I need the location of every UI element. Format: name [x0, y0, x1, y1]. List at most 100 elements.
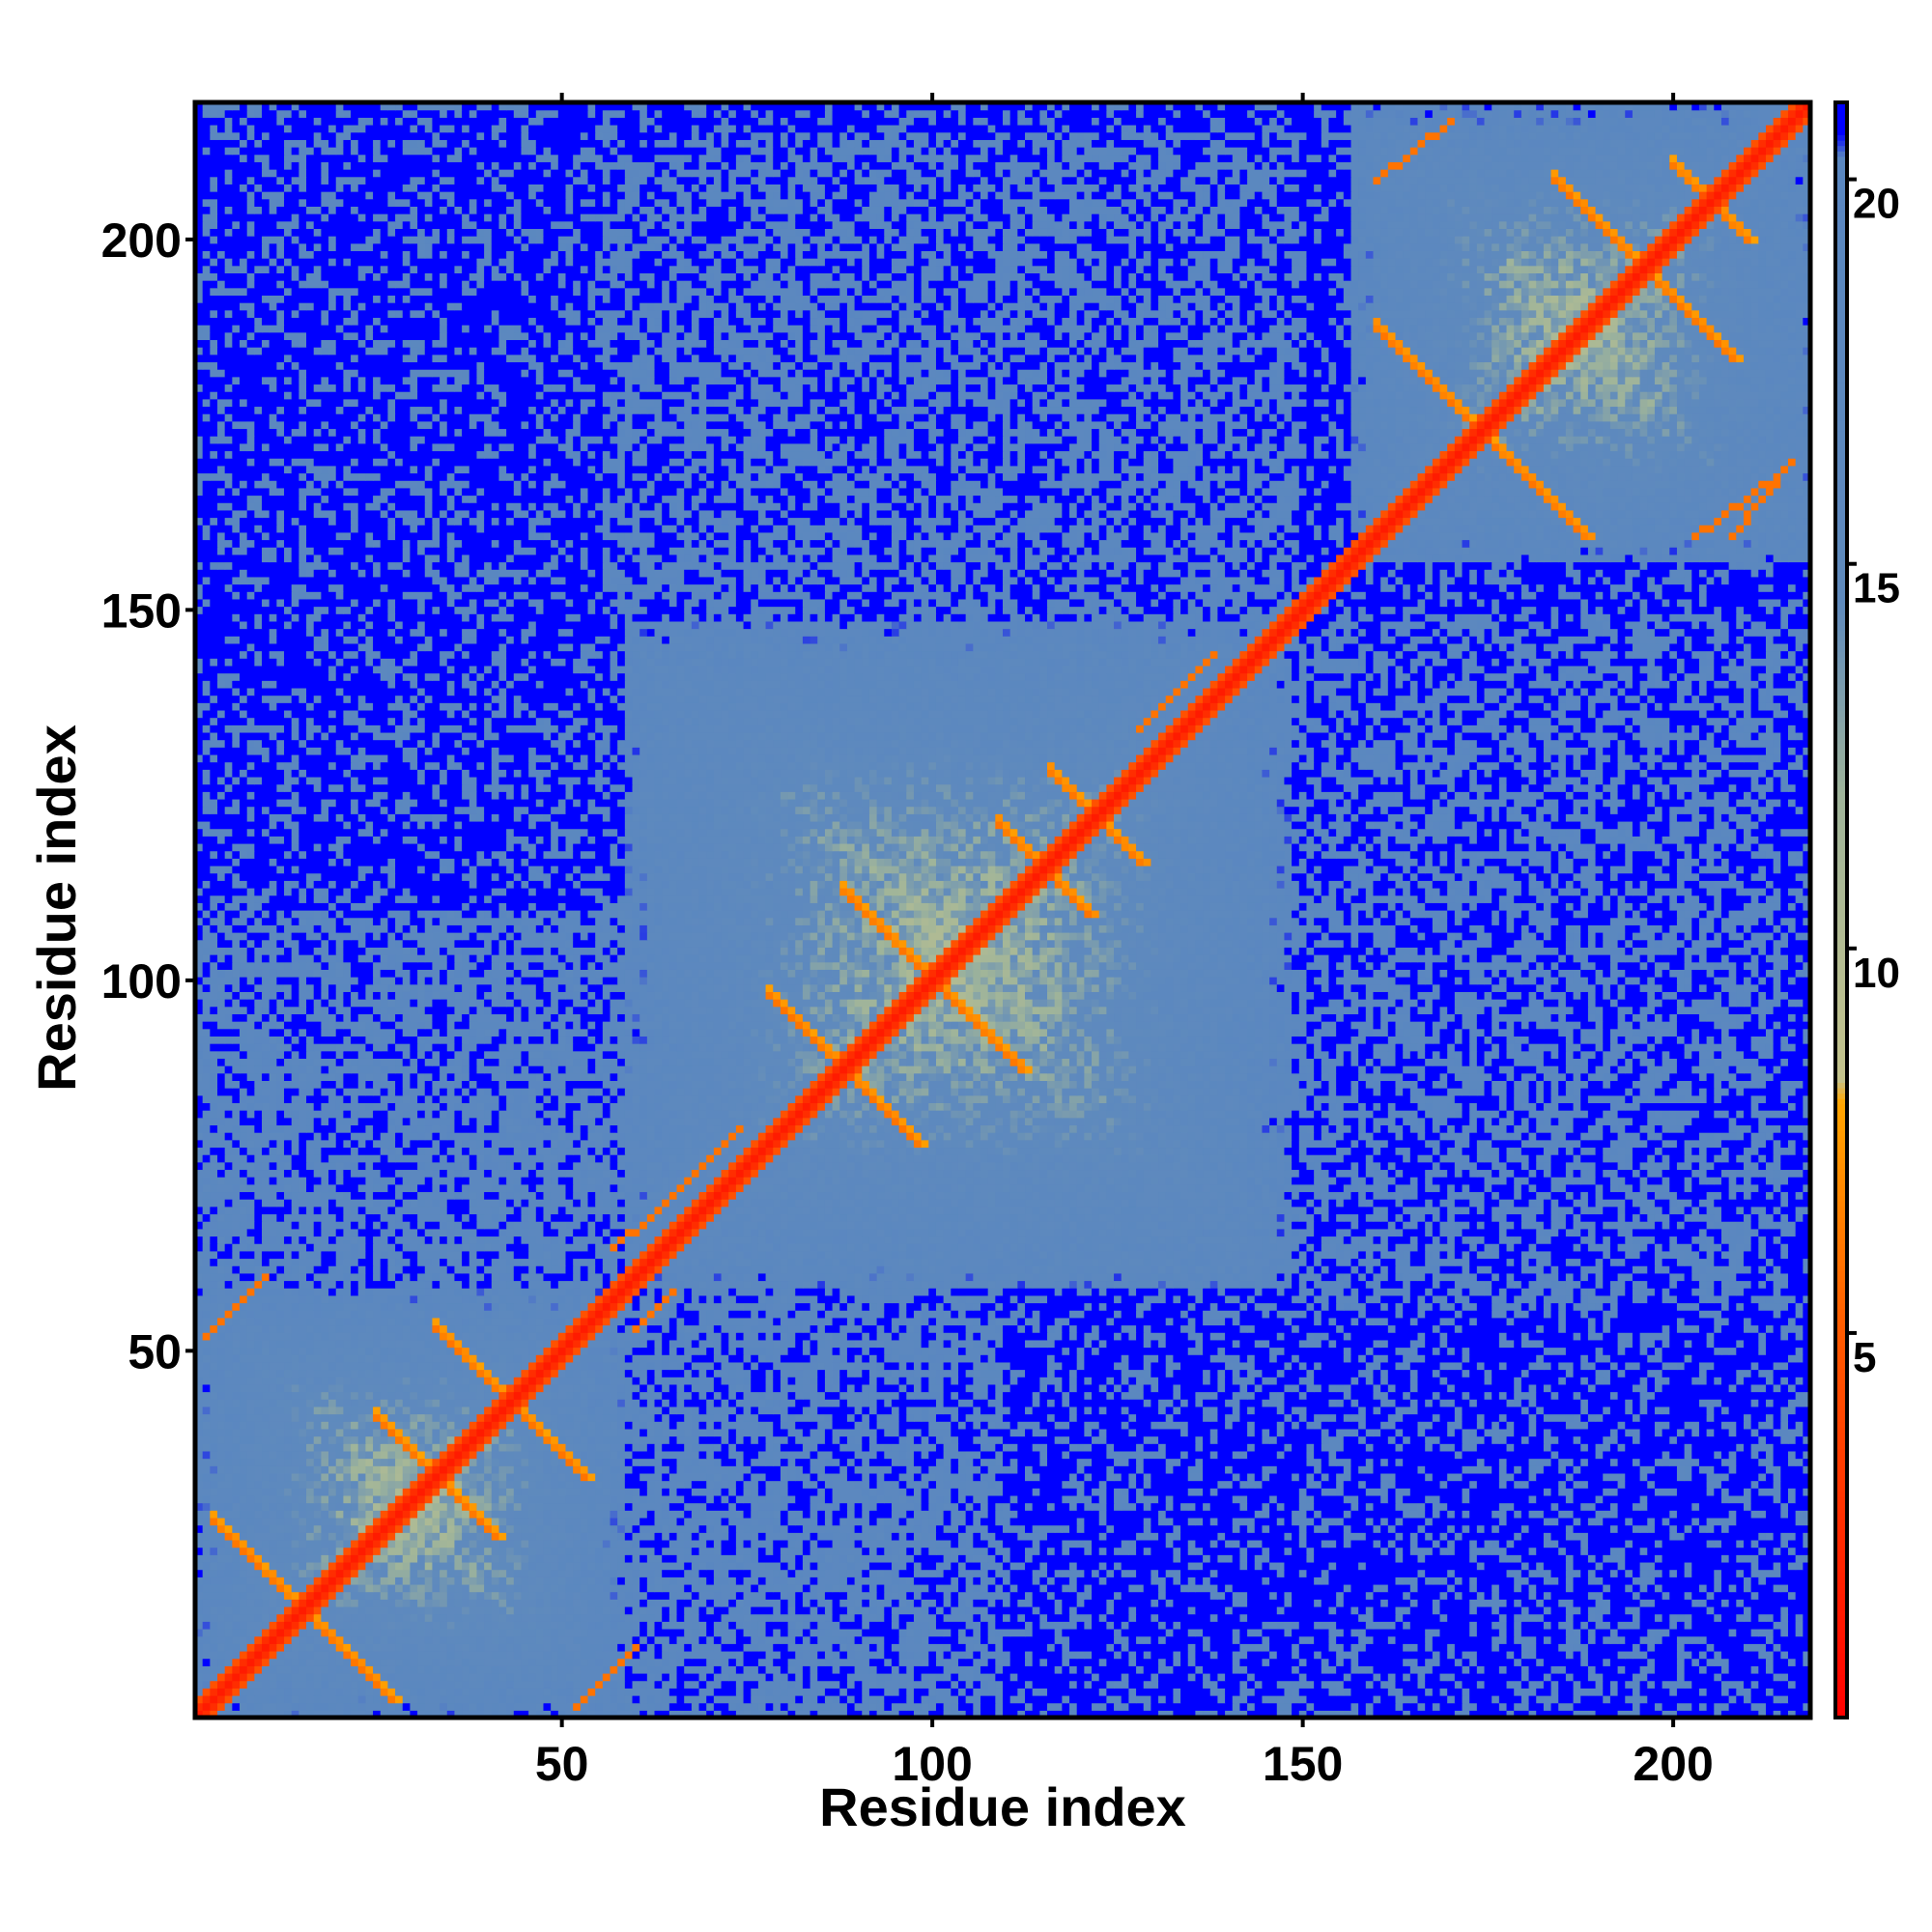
heatmap-cell — [335, 1465, 344, 1474]
heatmap-cell — [668, 1710, 678, 1718]
heatmap-cell — [528, 1583, 545, 1593]
heatmap-cell — [906, 1539, 915, 1548]
heatmap-cell — [846, 1561, 856, 1571]
heatmap-cell — [654, 1532, 663, 1541]
heatmap-cell — [521, 1665, 529, 1674]
heatmap-cell — [824, 1650, 834, 1660]
heatmap-cell — [1684, 1561, 1692, 1571]
heatmap-cell — [1765, 1577, 1810, 1585]
heatmap-cell — [632, 1561, 640, 1571]
heatmap-cell — [1758, 1488, 1775, 1496]
heatmap-cell — [1069, 1577, 1078, 1585]
heatmap-cell — [1728, 1702, 1752, 1711]
heatmap-cell — [476, 1539, 485, 1548]
heatmap-cell — [328, 1591, 337, 1600]
heatmap-cell — [380, 1532, 389, 1541]
heatmap-cell — [240, 1710, 248, 1718]
heatmap-cell — [1047, 1613, 1070, 1622]
heatmap-cell — [602, 1702, 618, 1711]
heatmap-cell — [839, 1465, 848, 1474]
heatmap-cell — [624, 1547, 634, 1555]
heatmap-cell — [417, 1643, 426, 1652]
heatmap-cell — [543, 1605, 552, 1615]
heatmap-cell — [1069, 1635, 1115, 1644]
heatmap-cell — [276, 1672, 293, 1682]
heatmap-cell — [1009, 1561, 1018, 1571]
heatmap-cell — [1106, 1643, 1115, 1652]
heatmap-cell — [365, 1702, 382, 1711]
heatmap-cell — [276, 1532, 285, 1541]
heatmap-cell — [787, 1702, 796, 1711]
heatmap-cell — [1106, 1599, 1115, 1607]
heatmap-cell — [1009, 1547, 1026, 1555]
heatmap-cell — [1773, 1494, 1781, 1504]
heatmap-cell — [1076, 1561, 1100, 1571]
heatmap-cell — [1062, 1658, 1070, 1666]
heatmap-cell — [543, 1554, 559, 1563]
heatmap-cell — [1780, 1583, 1789, 1593]
heatmap-cell — [1098, 1494, 1107, 1504]
heatmap-cell — [1580, 1539, 1589, 1548]
heatmap-cell — [343, 1650, 352, 1660]
heatmap-cell — [321, 1569, 329, 1577]
heatmap-cell — [528, 1665, 545, 1674]
heatmap-cell — [1432, 1502, 1448, 1511]
heatmap-cell — [1284, 1599, 1293, 1607]
heatmap-cell — [446, 1694, 456, 1704]
heatmap-cell — [491, 1577, 500, 1585]
heatmap-cell — [698, 1605, 707, 1615]
heatmap-cell — [1587, 1547, 1611, 1555]
heatmap-cell — [965, 1561, 981, 1571]
heatmap-cell — [373, 1494, 382, 1504]
heatmap-cell — [535, 1547, 545, 1555]
heatmap-cell — [1425, 1628, 1434, 1637]
heatmap-cell — [202, 1532, 226, 1541]
heatmap-cell — [743, 1510, 752, 1519]
heatmap-cell — [751, 1539, 759, 1548]
heatmap-cell — [351, 1694, 359, 1704]
heatmap-cell — [965, 1532, 974, 1541]
heatmap-cell — [513, 1635, 537, 1644]
heatmap-cell — [232, 1613, 255, 1622]
heatmap-cell — [1395, 1524, 1419, 1533]
heatmap-cell — [1136, 1502, 1145, 1511]
heatmap-cell — [528, 1621, 537, 1630]
heatmap-cell — [335, 1569, 344, 1577]
heatmap-cell — [306, 1458, 315, 1466]
heatmap-cell — [506, 1680, 515, 1689]
heatmap-cell — [1654, 1583, 1663, 1593]
heatmap-cell — [580, 1694, 589, 1704]
heatmap-cell — [1720, 1480, 1752, 1489]
heatmap-cell — [995, 1680, 1004, 1689]
heatmap-cell — [298, 1635, 307, 1644]
heatmap-cell — [1773, 1613, 1781, 1622]
heatmap-cell — [773, 1643, 789, 1652]
heatmap-cell — [587, 1599, 604, 1607]
heatmap-cell — [232, 1465, 241, 1474]
heatmap-cell — [202, 1494, 211, 1504]
heatmap-cell — [269, 1621, 277, 1630]
heatmap-cell — [1787, 1605, 1810, 1615]
heatmap-cell — [306, 1554, 322, 1563]
heatmap-cell — [328, 1658, 337, 1666]
heatmap-cell — [898, 1502, 915, 1511]
heatmap-cell — [521, 1672, 529, 1682]
heatmap-cell — [1262, 1480, 1308, 1489]
heatmap-cell — [351, 1532, 359, 1541]
heatmap-cell — [1603, 1605, 1611, 1615]
heatmap-cell — [1432, 1605, 1441, 1615]
heatmap-cell — [580, 1672, 604, 1682]
heatmap-cell — [476, 1465, 485, 1474]
heatmap-cell — [1714, 1488, 1722, 1496]
heatmap-cell — [684, 1502, 700, 1511]
heatmap-cell — [462, 1569, 470, 1577]
heatmap-cell — [1336, 1599, 1345, 1607]
heatmap-cell — [935, 1621, 967, 1630]
heatmap-cell — [624, 1458, 634, 1466]
heatmap-cell — [313, 1510, 322, 1519]
heatmap-cell — [639, 1532, 656, 1541]
heatmap-cell — [402, 1665, 412, 1674]
heatmap-cell — [1528, 1591, 1537, 1600]
heatmap-cell — [965, 1621, 974, 1630]
heatmap-cell — [824, 1599, 834, 1607]
